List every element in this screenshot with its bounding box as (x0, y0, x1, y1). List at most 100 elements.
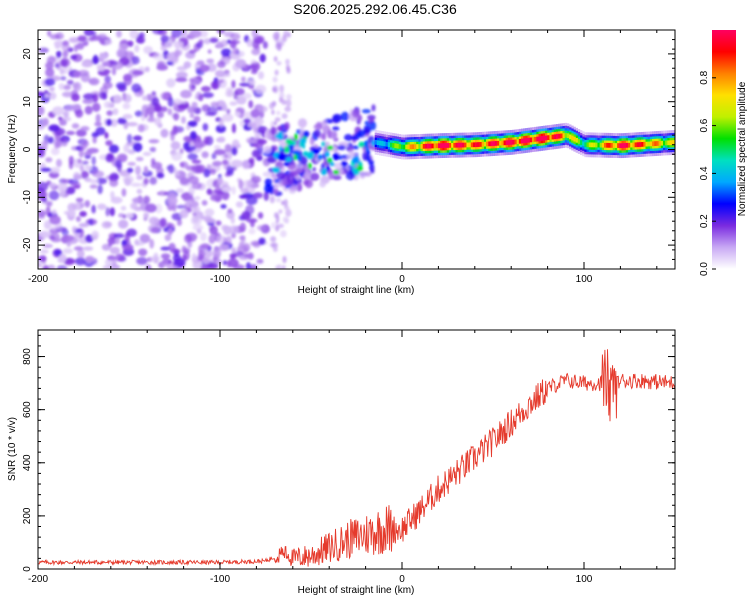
spectrogram-ridge-segment (593, 142, 596, 148)
spectrogram-noise-blob (230, 32, 241, 41)
spectrogram-ridge-segment (586, 142, 589, 148)
spectrogram-noise-blob (249, 264, 258, 269)
spectrogram-noise-blob (273, 121, 278, 126)
spectrogram-ridge-segment (409, 144, 413, 150)
spectrogram-noise-blob (191, 159, 202, 164)
spectrogram-noise-blob (135, 156, 144, 162)
spectrogram-noise-blob (73, 44, 79, 53)
spectrogram-noise-blob (166, 78, 176, 88)
spectrogram-transition-core (298, 141, 303, 148)
spectrogram-noise-blob (167, 108, 173, 116)
spectrogram-noise-blob (84, 150, 93, 156)
spectrogram-ridge-segment (414, 144, 417, 150)
spectrogram-noise-blob (38, 106, 45, 116)
spectrogram-noise-blob (76, 249, 85, 259)
spectrogram-noise-blob (121, 244, 134, 251)
snr-axes: -200 -100 0 100 0 200 400 600 800 (22, 329, 676, 585)
spectrogram-noise-blob (91, 156, 96, 166)
spectrogram-noise-blob (55, 158, 63, 168)
spectrogram-ridge-segment (619, 143, 622, 149)
spectrogram-noise-blob (167, 227, 173, 236)
spectrogram-transition-core (285, 138, 294, 145)
spectrogram-noise-blob (118, 43, 129, 50)
spectrogram-noise-blob (272, 32, 280, 40)
spectrogram-noise-blob (179, 177, 190, 185)
spectrogram-transition-blob (297, 118, 308, 128)
spectrogram-noise-blob (206, 63, 217, 72)
spectrogram-noise-blob (284, 106, 292, 112)
spectrogram-noise-blob (131, 83, 142, 93)
spectrogram-noise-blob (281, 113, 288, 120)
spectrogram-noise-blob (275, 110, 281, 116)
spectrogram-ridge-segment (376, 140, 380, 146)
spectrogram-transition-blob (263, 191, 269, 201)
spectrogram-noise-blob (118, 213, 125, 218)
spectrogram-noise-blob (125, 50, 134, 59)
spectrogram-noise-blob (66, 79, 74, 86)
spectrogram-noise-blob (209, 225, 218, 235)
spectrogram-noise-blob (47, 30, 52, 37)
spectrogram-ridge-segment (512, 139, 515, 145)
spectrogram-noise-blob (140, 111, 146, 122)
spectrogram-noise-blob (247, 122, 257, 128)
spectrogram-noise-blob (51, 209, 57, 215)
spectrogram-noise-blob (62, 116, 72, 122)
spectrogram-noise-blob (217, 136, 226, 143)
spectrogram-noise-blob (91, 204, 96, 214)
spectrogram-noise-blob (43, 220, 52, 230)
spectrogram-ridge-segment (599, 142, 603, 148)
spectrogram-noise-blob (127, 149, 136, 155)
spectrogram-noise-blob (230, 159, 243, 168)
spectrogram-noise-blob (80, 144, 87, 151)
spectrogram-ridge-segment (398, 144, 402, 149)
spectrogram-noise-blob (274, 69, 279, 76)
spectrogram-noise-blob (101, 53, 108, 60)
spectrogram-noise-blob (227, 151, 232, 162)
spectrogram-ridge-segment (475, 142, 478, 148)
spectrogram-noise-blob (179, 30, 188, 37)
spectrogram-ridge-segment (381, 141, 384, 146)
spectrogram-noise-blob (220, 48, 232, 57)
spectrogram-ridge-segment (433, 143, 437, 149)
spectrogram-noise-blob (273, 56, 278, 62)
spectrogram-noise-blob (97, 184, 103, 195)
spectrogram-ridge-segment (444, 143, 447, 148)
spectrogram-noise-blob (156, 111, 164, 119)
spectrogram-noise-blob (95, 113, 101, 124)
spectrogram-noise-blob (115, 30, 122, 38)
spectrogram-noise-blob (80, 202, 85, 208)
spectrogram-transition-core (293, 133, 298, 141)
spectrogram-noise-blob (48, 136, 54, 144)
spectrogram-noise-blob (126, 228, 137, 237)
spectrogram-noise-blob (249, 63, 258, 70)
spectrogram-noise-blob (71, 93, 80, 102)
spectrogram-noise-blob (154, 104, 162, 113)
spectrogram-transition-core (364, 140, 369, 148)
spectrogram-ridge-segment (523, 138, 526, 144)
spectrogram-noise-blob (248, 157, 255, 164)
spectrogram-transition-blob (276, 171, 286, 180)
spectrogram-noise-blob (149, 146, 157, 153)
spectrogram-noise-blob (179, 148, 184, 155)
spectrogram-noise-blob (276, 215, 280, 224)
spectrogram-marks (38, 30, 675, 269)
spectrogram-noise-blob (243, 118, 251, 124)
spectrogram-noise-blob (248, 228, 256, 235)
spectrogram-transition-core (326, 145, 334, 151)
spectrogram-noise-blob (122, 102, 131, 110)
spectrogram-noise-blob (82, 98, 95, 104)
spectrogram-noise-blob (274, 117, 281, 122)
spectrogram-ridge-segment (497, 140, 500, 146)
colorbar: 0.0 0.2 0.4 0.6 0.8 Normalized spectral ampl… (699, 30, 748, 276)
spectrogram-noise-blob (152, 30, 164, 35)
snr-y-axis-label: SNR (10 * v/v) (7, 417, 18, 481)
spectrogram-noise-blob (162, 256, 169, 267)
spectrogram-ridge-segment (549, 134, 552, 140)
spectrogram-transition-blob (271, 146, 276, 154)
spectrogram-noise-blob (179, 209, 189, 219)
spectrogram-noise-blob (160, 35, 170, 43)
spectrogram-transition-core (277, 153, 286, 161)
spectrogram-ridge-segment (643, 141, 646, 147)
spectrogram-ridge-segment (621, 143, 624, 148)
spectrogram-ridge-segment (394, 143, 397, 149)
